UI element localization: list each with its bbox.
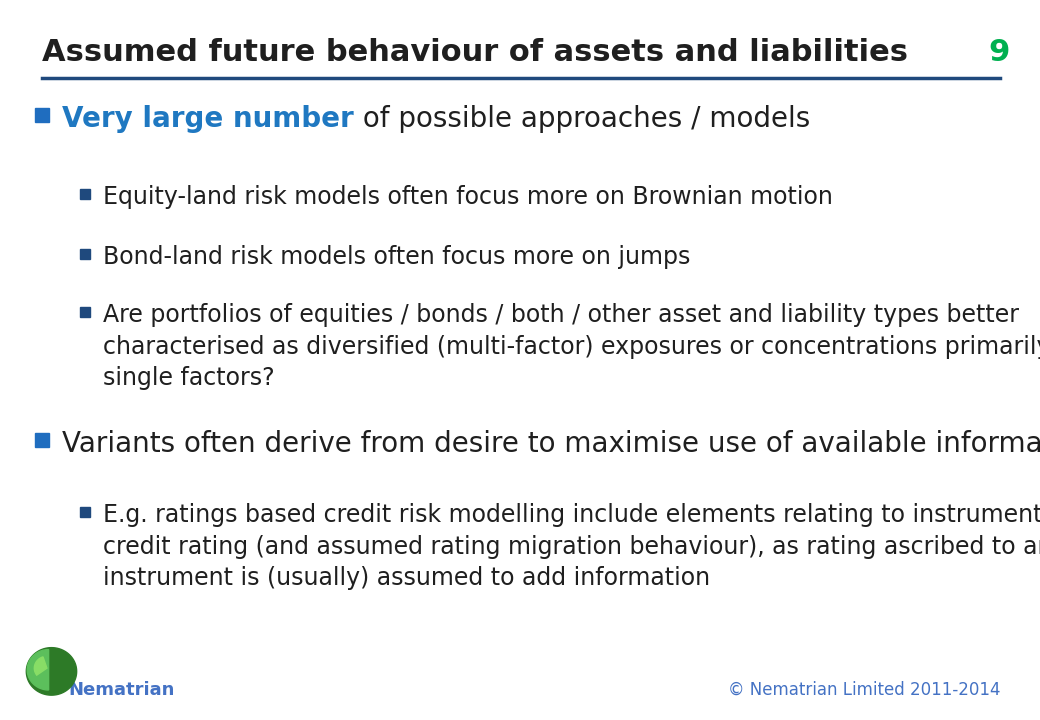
Text: Variants often derive from desire to maximise use of available information: Variants often derive from desire to max… (62, 430, 1040, 458)
Text: Very large number: Very large number (62, 105, 354, 133)
Text: E.g. ratings based credit risk modelling include elements relating to instrument: E.g. ratings based credit risk modelling… (103, 503, 1040, 590)
Polygon shape (26, 648, 77, 695)
Text: Equity-land risk models often focus more on Brownian motion: Equity-land risk models often focus more… (103, 185, 833, 209)
Text: Are portfolios of equities / bonds / both / other asset and liability types bett: Are portfolios of equities / bonds / bot… (103, 303, 1040, 390)
Text: Assumed future behaviour of assets and liabilities: Assumed future behaviour of assets and l… (42, 38, 908, 67)
Polygon shape (34, 657, 47, 675)
Bar (80, 507, 90, 517)
Bar (80, 249, 90, 259)
Bar (80, 307, 90, 317)
Text: © Nematrian Limited 2011-2014: © Nematrian Limited 2011-2014 (728, 681, 1000, 699)
Polygon shape (27, 649, 49, 690)
Bar (35, 433, 49, 447)
Text: 9: 9 (989, 38, 1010, 67)
Text: Nematrian: Nematrian (68, 681, 175, 699)
Bar (80, 189, 90, 199)
Bar (35, 108, 49, 122)
Text: Bond-land risk models often focus more on jumps: Bond-land risk models often focus more o… (103, 245, 691, 269)
Text: of possible approaches / models: of possible approaches / models (354, 105, 810, 133)
